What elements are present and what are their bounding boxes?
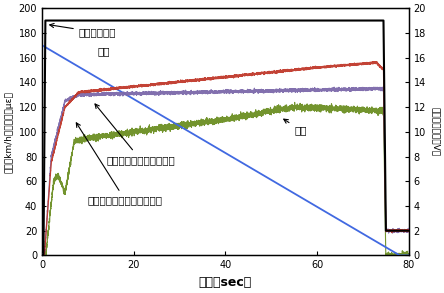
Text: ブレーキ指令: ブレーキ指令	[50, 23, 116, 38]
Text: 回生ブレーキパターン電圧: 回生ブレーキパターン電圧	[76, 123, 163, 205]
Text: 回生フィードバック電圧: 回生フィードバック電圧	[95, 104, 175, 165]
Y-axis label: ブレーキ電圧（V）: ブレーキ電圧（V）	[431, 107, 440, 156]
Text: 速度: 速度	[97, 46, 110, 56]
Text: 歪量: 歪量	[284, 119, 307, 135]
X-axis label: 時間（sec）: 時間（sec）	[199, 276, 252, 289]
Y-axis label: 速度（km/h）　歪量（με）: 速度（km/h） 歪量（με）	[4, 91, 13, 173]
